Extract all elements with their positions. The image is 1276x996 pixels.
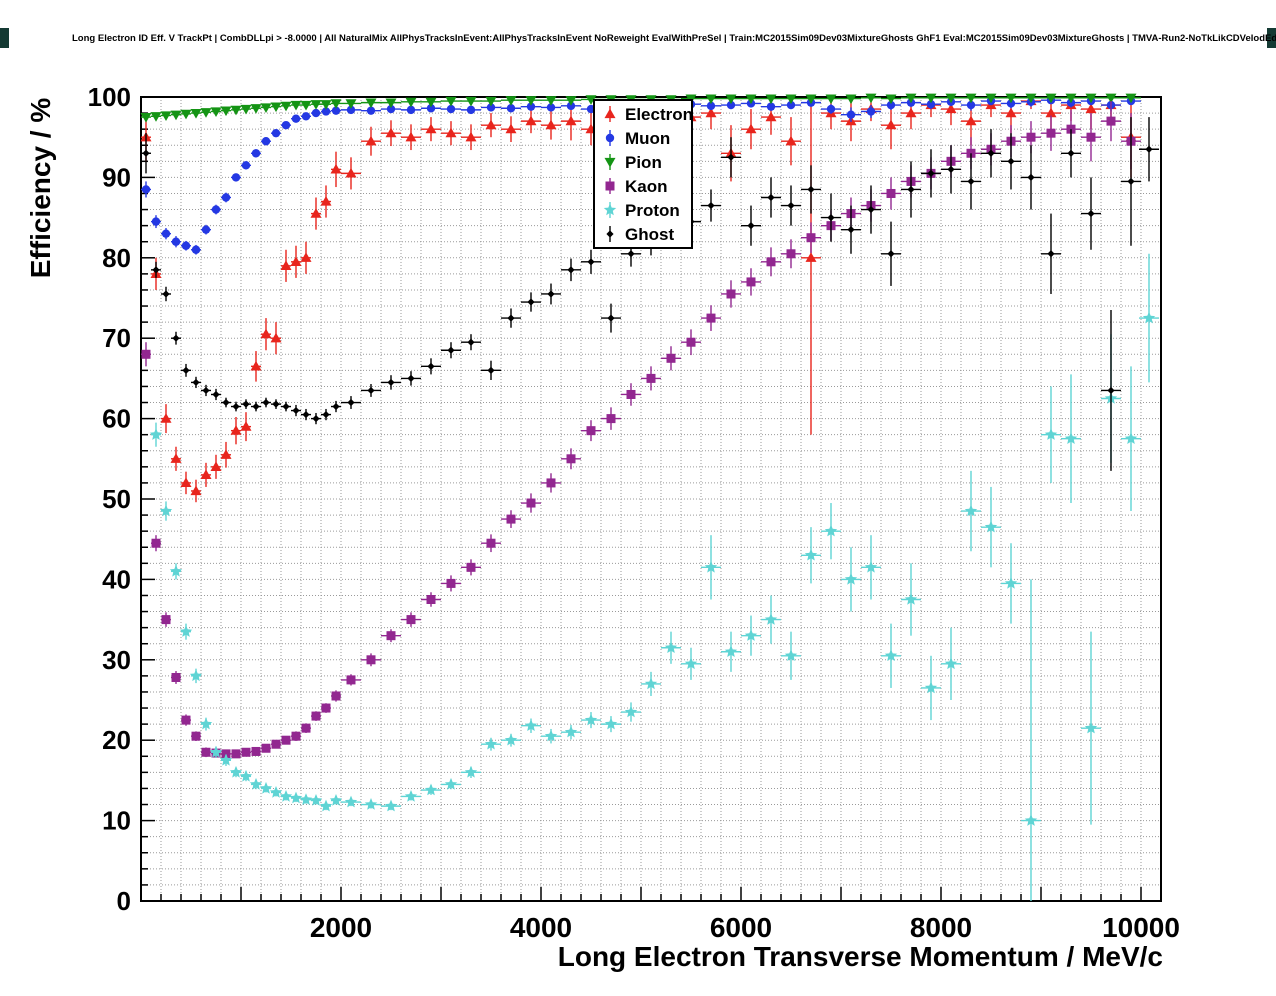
legend-item-ghost: Ghost — [595, 222, 691, 246]
legend-marker-electron — [604, 106, 616, 122]
svg-text:20: 20 — [102, 725, 131, 755]
legend-item-muon: Muon — [595, 126, 691, 150]
legend-marker-pion — [604, 154, 616, 170]
svg-text:4000: 4000 — [510, 912, 572, 943]
corner-mark-right — [1267, 28, 1276, 48]
svg-text:8000: 8000 — [910, 912, 972, 943]
plot-title: Long Electron ID Eff. V TrackPt | CombDL… — [72, 33, 1276, 44]
legend-marker-kaon — [605, 178, 615, 194]
svg-text:10: 10 — [102, 806, 131, 836]
legend-label: Proton — [625, 200, 680, 220]
svg-text:80: 80 — [102, 243, 131, 273]
chart-legend: Electron Muon Pion Kaon Proton Ghost — [593, 99, 693, 249]
series-muon — [141, 96, 1141, 255]
legend-marker-proton — [603, 202, 617, 218]
legend-marker-ghost — [606, 226, 614, 242]
svg-text:60: 60 — [102, 404, 131, 434]
legend-label: Electron — [625, 104, 694, 124]
svg-text:6000: 6000 — [710, 912, 772, 943]
legend-label: Pion — [625, 152, 662, 172]
svg-text:2000: 2000 — [310, 912, 372, 943]
svg-text:30: 30 — [102, 645, 131, 675]
svg-text:50: 50 — [102, 484, 131, 514]
x-axis-title: Long Electron Transverse Momentum / MeV/… — [557, 941, 1163, 972]
legend-item-proton: Proton — [595, 198, 691, 222]
corner-mark-left — [0, 28, 9, 48]
svg-text:0: 0 — [117, 886, 131, 916]
svg-text:40: 40 — [102, 564, 131, 594]
legend-label: Ghost — [625, 224, 675, 244]
svg-text:70: 70 — [102, 323, 131, 353]
svg-text:10000: 10000 — [1102, 912, 1180, 943]
legend-item-electron: Electron — [595, 102, 694, 126]
legend-item-pion: Pion — [595, 150, 691, 174]
svg-text:90: 90 — [102, 162, 131, 192]
legend-marker-muon — [605, 130, 615, 146]
legend-item-kaon: Kaon — [595, 174, 691, 198]
series-ghost — [141, 117, 1159, 471]
legend-label: Muon — [625, 128, 671, 148]
legend-label: Kaon — [625, 176, 668, 196]
y-axis-title: Efficiency / % — [25, 97, 56, 279]
svg-text:100: 100 — [88, 82, 131, 112]
